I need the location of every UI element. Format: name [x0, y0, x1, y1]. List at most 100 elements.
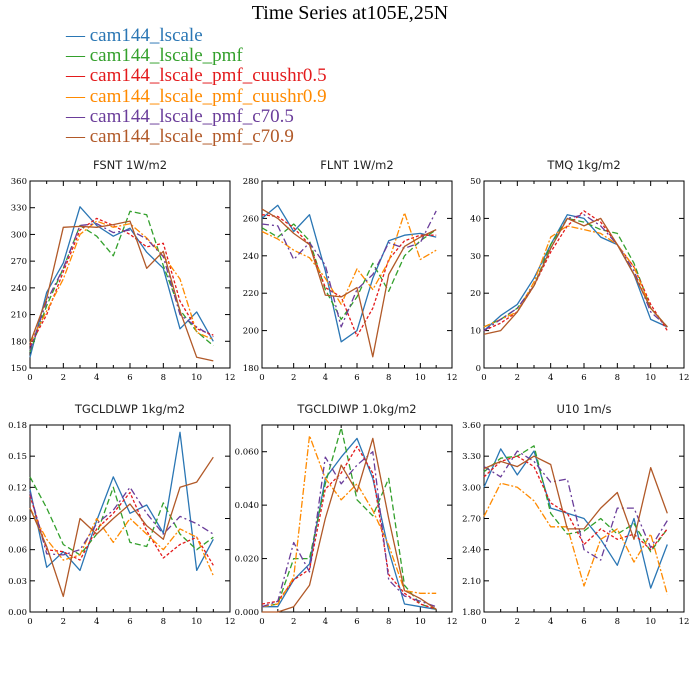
series-line-3 [29, 491, 214, 566]
panel-title: FLNT 1W/m2 [320, 158, 393, 172]
panel-title: U10 1m/s [556, 402, 611, 416]
y-tick-label: 150 [11, 364, 27, 374]
y-tick-label: 270 [11, 257, 27, 267]
series-line-6 [483, 455, 668, 540]
legend-swatch: — [66, 105, 90, 127]
panel-title: TGCLDIWP 1.0kg/m2 [296, 402, 416, 416]
x-tick-label: 12 [225, 617, 236, 627]
x-tick-label: 2 [515, 373, 520, 383]
series-line-5 [483, 214, 668, 332]
y-tick-label: 0.040 [235, 501, 259, 511]
legend-item: — cam144_lscale_pmf [66, 46, 327, 66]
panel-title: TMQ 1kg/m2 [546, 158, 620, 172]
series-line-6 [29, 456, 214, 598]
y-tick-label: 1.80 [462, 608, 481, 618]
series-line-4 [29, 220, 214, 344]
legend-label: cam144_lscale_pmf [89, 45, 243, 67]
y-tick-label: 0.03 [8, 577, 27, 587]
y-tick-label: 180 [243, 364, 259, 374]
legend-swatch: — [66, 45, 90, 67]
x-tick-label: 6 [127, 617, 132, 627]
y-tick-label: 3.00 [462, 483, 481, 493]
plot-frame [483, 180, 685, 369]
y-tick-label: 0.000 [235, 608, 259, 618]
legend-swatch: — [66, 25, 90, 46]
x-tick-label: 0 [481, 617, 486, 627]
series-line-3 [483, 455, 668, 551]
x-tick-label: 0 [259, 617, 264, 627]
x-tick-label: 0 [27, 617, 32, 627]
y-tick-label: 0.00 [8, 608, 27, 618]
x-tick-label: 8 [161, 617, 166, 627]
x-tick-label: 4 [94, 373, 99, 383]
series-line-1 [29, 431, 214, 572]
legend-swatch: — [66, 65, 90, 87]
y-tick-label: 2.40 [462, 546, 481, 556]
series-line-4 [261, 435, 437, 608]
x-tick-label: 6 [354, 617, 359, 627]
x-tick-label: 10 [191, 373, 202, 383]
y-tick-label: 0.18 [8, 421, 27, 431]
legend-item: — cam144_lscale_pmf_cuushr0.5 [66, 66, 327, 86]
series-line-5 [483, 450, 668, 561]
y-tick-label: 30 [470, 252, 481, 262]
x-tick-label: 8 [615, 373, 620, 383]
panel-title: TGCLDLWP 1kg/m2 [74, 402, 185, 416]
legend-item: — cam144_lscale [66, 25, 327, 46]
y-tick-label: 0.12 [8, 483, 27, 493]
chart-panel-5: TGCLDIWP 1.0kg/m2 0 2 4 6 8 10 12 0.000 0.020 0.04… [235, 402, 458, 627]
legend-label: cam144_lscale_pmf_cuushr0.5 [89, 65, 327, 87]
y-tick-label: 300 [11, 230, 27, 240]
y-tick-label: 50 [470, 177, 481, 187]
series-line-2 [483, 217, 668, 328]
legend-label: cam144_lscale_pmf_c70.9 [89, 126, 294, 148]
series-line-4 [261, 212, 437, 306]
chart-panel-3: TMQ 1kg/m2 0 2 4 6 8 10 12 0 10 20 30 40 50 [470, 158, 689, 383]
x-tick-label: 0 [481, 373, 486, 383]
series-line-4 [483, 482, 668, 595]
x-tick-label: 4 [94, 617, 99, 627]
x-tick-label: 8 [161, 373, 166, 383]
series-line-3 [261, 214, 437, 337]
x-tick-label: 2 [291, 373, 296, 383]
y-tick-label: 360 [11, 177, 27, 187]
y-tick-label: 0.06 [8, 546, 27, 556]
y-tick-label: 0.09 [8, 515, 27, 525]
series-line-6 [483, 217, 668, 335]
panel-title: FSNT 1W/m2 [93, 158, 167, 172]
x-tick-label: 4 [548, 617, 553, 627]
y-tick-label: 200 [243, 327, 259, 337]
legend-item: — cam144_lscale_pmf_cuushr0.9 [66, 86, 327, 107]
series-line-5 [261, 451, 437, 608]
x-tick-label: 4 [548, 373, 553, 383]
y-tick-label: 0.15 [8, 452, 27, 462]
y-tick-label: 240 [11, 284, 27, 294]
x-tick-label: 8 [386, 617, 391, 627]
series-line-6 [29, 220, 214, 362]
series-line-1 [261, 204, 437, 343]
series-line-6 [262, 437, 437, 613]
x-tick-label: 12 [679, 617, 690, 627]
x-tick-label: 10 [645, 373, 656, 383]
y-tick-label: 210 [11, 311, 27, 321]
series-line-1 [29, 206, 214, 358]
y-tick-label: 0.020 [235, 555, 259, 565]
y-tick-label: 20 [470, 289, 481, 299]
x-tick-label: 8 [386, 373, 391, 383]
y-tick-label: 240 [243, 252, 259, 262]
x-tick-label: 12 [447, 373, 458, 383]
series-line-5 [261, 210, 437, 328]
y-tick-label: 40 [470, 214, 481, 224]
series-line-6 [261, 208, 437, 358]
y-tick-label: 280 [243, 177, 259, 187]
legend-swatch: — [66, 126, 90, 148]
y-tick-label: 10 [470, 327, 481, 337]
x-tick-label: 2 [61, 373, 66, 383]
x-tick-label: 12 [679, 373, 690, 383]
x-tick-label: 8 [615, 617, 620, 627]
x-tick-label: 6 [127, 373, 132, 383]
legend-item: — cam144_lscale_pmf_c70.9 [66, 126, 327, 148]
legend-label: cam144_lscale_pmf_c70.5 [89, 105, 294, 127]
series-line-1 [483, 214, 668, 332]
series-line-2 [29, 476, 214, 556]
